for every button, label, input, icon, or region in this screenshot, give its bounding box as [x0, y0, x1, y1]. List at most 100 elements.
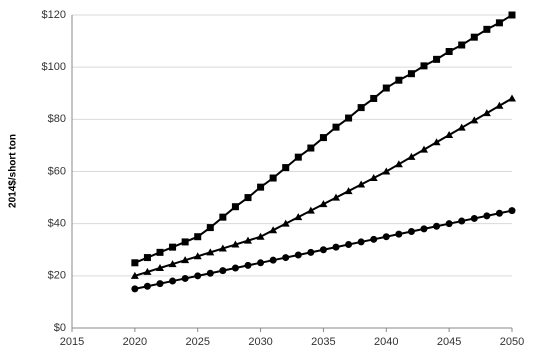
x-tick-label: 2040 [374, 336, 398, 348]
marker [495, 19, 503, 27]
x-tick-label: 2015 [60, 336, 84, 348]
marker [294, 213, 303, 221]
marker [370, 235, 378, 243]
marker [420, 145, 428, 153]
marker [420, 62, 428, 70]
y-tick-label: $100 [42, 61, 66, 73]
marker [294, 153, 302, 161]
marker [143, 282, 151, 290]
y-tick-label: $0 [54, 322, 66, 334]
y-tick-label: $120 [42, 9, 66, 21]
marker [508, 94, 516, 102]
marker [369, 174, 378, 182]
marker [257, 183, 265, 191]
marker [281, 219, 290, 227]
marker [382, 84, 390, 92]
marker [181, 238, 189, 246]
marker [269, 174, 277, 182]
marker [508, 11, 516, 19]
marker [407, 227, 415, 235]
marker [458, 41, 466, 49]
marker [257, 259, 265, 267]
marker [231, 264, 239, 272]
marker [156, 248, 164, 256]
marker [219, 213, 227, 221]
marker [458, 217, 466, 225]
marker [269, 226, 278, 234]
marker [495, 101, 504, 109]
marker [294, 251, 302, 259]
marker [282, 254, 290, 262]
marker [332, 193, 340, 201]
marker [394, 160, 403, 168]
marker [131, 285, 139, 293]
marker [231, 240, 240, 248]
marker [319, 200, 328, 208]
marker [420, 225, 428, 233]
x-tick-label: 2035 [311, 336, 335, 348]
marker [395, 76, 403, 84]
y-tick-label: $40 [48, 218, 66, 230]
marker [407, 152, 416, 160]
marker [169, 277, 177, 285]
marker [483, 212, 491, 220]
marker [244, 236, 252, 244]
marker [143, 267, 152, 275]
marker [332, 123, 340, 131]
marker [345, 241, 353, 249]
marker [244, 261, 252, 269]
marker [407, 70, 415, 78]
marker [219, 267, 227, 275]
x-tick-label: 2025 [185, 336, 209, 348]
marker [181, 274, 189, 282]
marker [168, 260, 177, 268]
marker [306, 206, 315, 214]
marker [206, 248, 215, 256]
marker [445, 48, 453, 56]
marker [169, 243, 177, 251]
x-tick-label: 2050 [500, 336, 524, 348]
y-tick-label: $20 [48, 270, 66, 282]
marker [432, 138, 441, 146]
marker [156, 264, 164, 272]
marker [382, 167, 391, 175]
marker [395, 230, 403, 238]
marker [206, 269, 214, 277]
marker [482, 109, 491, 117]
marker [433, 55, 441, 63]
marker [319, 134, 327, 142]
marker [357, 104, 365, 112]
marker [495, 209, 503, 217]
marker [131, 259, 139, 267]
marker [445, 220, 453, 228]
marker [193, 252, 202, 260]
marker [483, 25, 491, 33]
marker [319, 246, 327, 254]
marker [357, 238, 365, 246]
marker [470, 33, 478, 41]
marker [143, 254, 151, 262]
y-tick-label: $80 [48, 113, 66, 125]
x-tick-label: 2045 [437, 336, 461, 348]
marker [457, 123, 466, 131]
x-tick-label: 2030 [248, 336, 272, 348]
marker [344, 187, 353, 195]
marker [332, 243, 340, 251]
marker [470, 214, 478, 222]
marker [231, 203, 239, 211]
marker [508, 207, 516, 215]
x-tick-label: 2020 [123, 336, 147, 348]
marker [345, 114, 353, 122]
marker [445, 130, 454, 138]
y-tick-label: $60 [48, 165, 66, 177]
marker [194, 233, 202, 241]
marker [307, 144, 315, 152]
marker [244, 194, 252, 202]
marker [181, 256, 190, 264]
marker [282, 164, 290, 172]
marker [370, 94, 378, 102]
marker [382, 233, 390, 241]
marker [206, 224, 214, 232]
marker [194, 272, 202, 280]
